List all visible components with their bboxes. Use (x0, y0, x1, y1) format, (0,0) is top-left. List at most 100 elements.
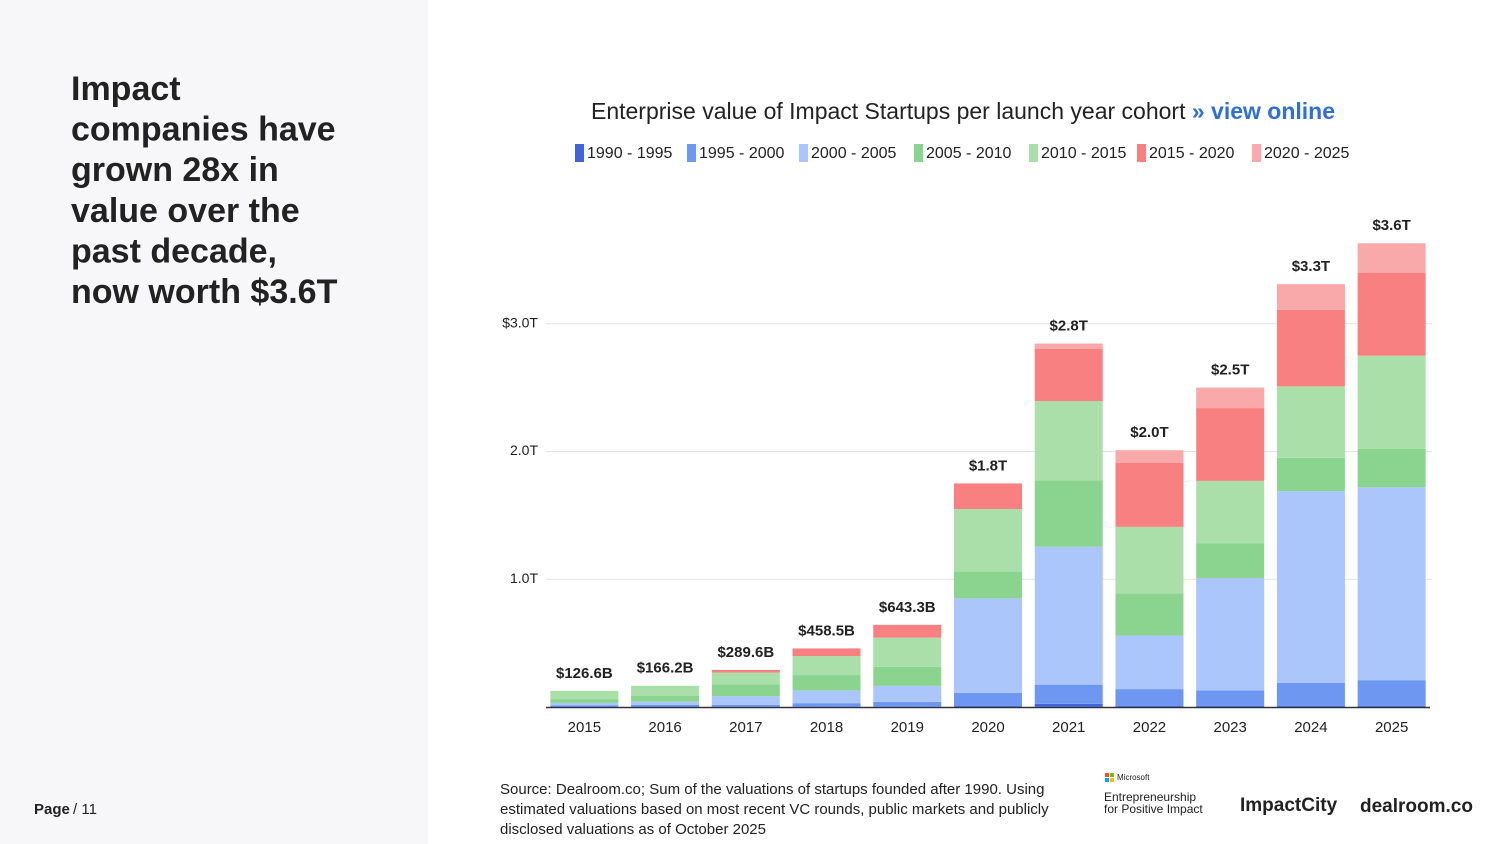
bar-segment (1357, 448, 1426, 488)
headline-line: now worth $3.6T (71, 273, 338, 311)
legend-label: 2000 - 2005 (811, 145, 897, 162)
total-label: $3.6T (1372, 217, 1410, 234)
bar-segment (631, 685, 700, 697)
x-tick-label: 2019 (891, 719, 924, 736)
y-tick-label: 1.0T (510, 570, 538, 586)
x-tick-label: 2017 (729, 719, 762, 736)
bar-segment (711, 704, 780, 707)
program-logo: Entrepreneurship (1104, 790, 1196, 804)
bar-segment (873, 624, 942, 638)
bar-segment (1034, 546, 1103, 685)
bar-segment (1357, 355, 1426, 449)
bar-segment (792, 706, 861, 707)
bar-segment (711, 696, 780, 705)
total-label: $166.2B (637, 660, 694, 677)
bar-segment (1276, 309, 1345, 387)
legend-label: 1990 - 1995 (587, 145, 673, 162)
bar-segment (631, 704, 700, 707)
bar-segment (1034, 480, 1103, 547)
bar-segment (792, 648, 861, 657)
impactcity-logo: ImpactCity (1240, 795, 1338, 816)
bar-segment (954, 598, 1022, 693)
source-line: estimated valuations based on most recen… (500, 801, 1049, 818)
bar-segment (550, 702, 619, 706)
legend-label: 2020 - 2025 (1264, 145, 1350, 162)
bar-segment (1276, 457, 1345, 492)
bar-segment (873, 637, 942, 667)
bar-segment (1357, 487, 1426, 681)
headline-line: past decade, (71, 232, 277, 270)
bar-segment (1357, 705, 1426, 707)
source-line: disclosed valuations as of October 2025 (500, 821, 766, 838)
bar-segment (954, 483, 1022, 509)
total-label: $2.0T (1130, 424, 1168, 441)
legend-label: 2010 - 2015 (1041, 145, 1127, 162)
bar-segment (550, 690, 619, 700)
bar-segment (1276, 682, 1345, 706)
legend-swatch (575, 144, 584, 162)
bar-segment (1115, 526, 1184, 594)
bar-segment (1276, 705, 1345, 707)
page-label: Page (34, 801, 70, 818)
program-logo: for Positive Impact (1104, 802, 1203, 816)
bar-segment (1034, 401, 1103, 481)
bar-segment (1034, 703, 1103, 707)
total-label: $3.3T (1292, 258, 1330, 275)
bar-segment (873, 685, 942, 702)
bar-segment (1115, 635, 1184, 690)
bar-segment (873, 666, 942, 686)
bar-segment (954, 705, 1022, 707)
headline-line: Impact (71, 70, 181, 108)
bar-segment (1357, 243, 1426, 273)
bar-segment (954, 692, 1022, 706)
total-label: $458.5B (798, 622, 855, 639)
bar-segment (1196, 387, 1265, 409)
headline-line: value over the (71, 192, 300, 230)
legend-label: 2015 - 2020 (1149, 145, 1235, 162)
bar-segment (1357, 680, 1426, 706)
x-tick-label: 2020 (971, 719, 1004, 736)
ms-square (1105, 778, 1109, 782)
bar-segment (792, 675, 861, 691)
bar-segment (550, 699, 619, 703)
view-online-link[interactable]: » view online (1192, 98, 1335, 124)
legend-swatch (1252, 144, 1261, 162)
x-tick-label: 2022 (1133, 719, 1166, 736)
legend-swatch (799, 144, 808, 162)
source-line: Source: Dealroom.co; Sum of the valuatio… (500, 781, 1044, 798)
microsoft-logo: Microsoft (1117, 773, 1150, 782)
bar-segment (1276, 386, 1345, 458)
legend-label: 2005 - 2010 (926, 145, 1012, 162)
bar-segment (1196, 480, 1265, 544)
bar-segment (631, 701, 700, 705)
bar-segment (1357, 272, 1426, 356)
ms-square (1105, 773, 1109, 777)
total-label: $643.3B (879, 599, 936, 616)
total-label: $1.8T (969, 457, 1007, 474)
bar-segment (631, 696, 700, 702)
ms-square (1110, 773, 1114, 777)
bar-segment (711, 706, 780, 707)
bar-segment (792, 690, 861, 704)
x-tick-label: 2015 (568, 719, 601, 736)
ms-square (1110, 778, 1114, 782)
chart-title: Enterprise value of Impact Startups per … (591, 98, 1335, 124)
bar-segment (1276, 491, 1345, 683)
y-tick-label: $3.0T (502, 314, 538, 330)
x-tick-label: 2021 (1052, 719, 1085, 736)
bar-segment (711, 670, 780, 673)
bar-segment (792, 703, 861, 707)
side-panel (0, 0, 428, 844)
x-tick-label: 2023 (1213, 719, 1246, 736)
bar-segment (792, 656, 861, 676)
bar-segment (711, 684, 780, 697)
bar-segment (1196, 543, 1265, 578)
legend-swatch (687, 144, 696, 162)
page-number: / 11 (73, 801, 97, 818)
total-label: $126.6B (556, 665, 613, 682)
x-tick-label: 2025 (1375, 719, 1408, 736)
headline-line: companies have (71, 111, 336, 149)
bar-segment (1034, 343, 1103, 349)
bar-segment (1115, 450, 1184, 463)
